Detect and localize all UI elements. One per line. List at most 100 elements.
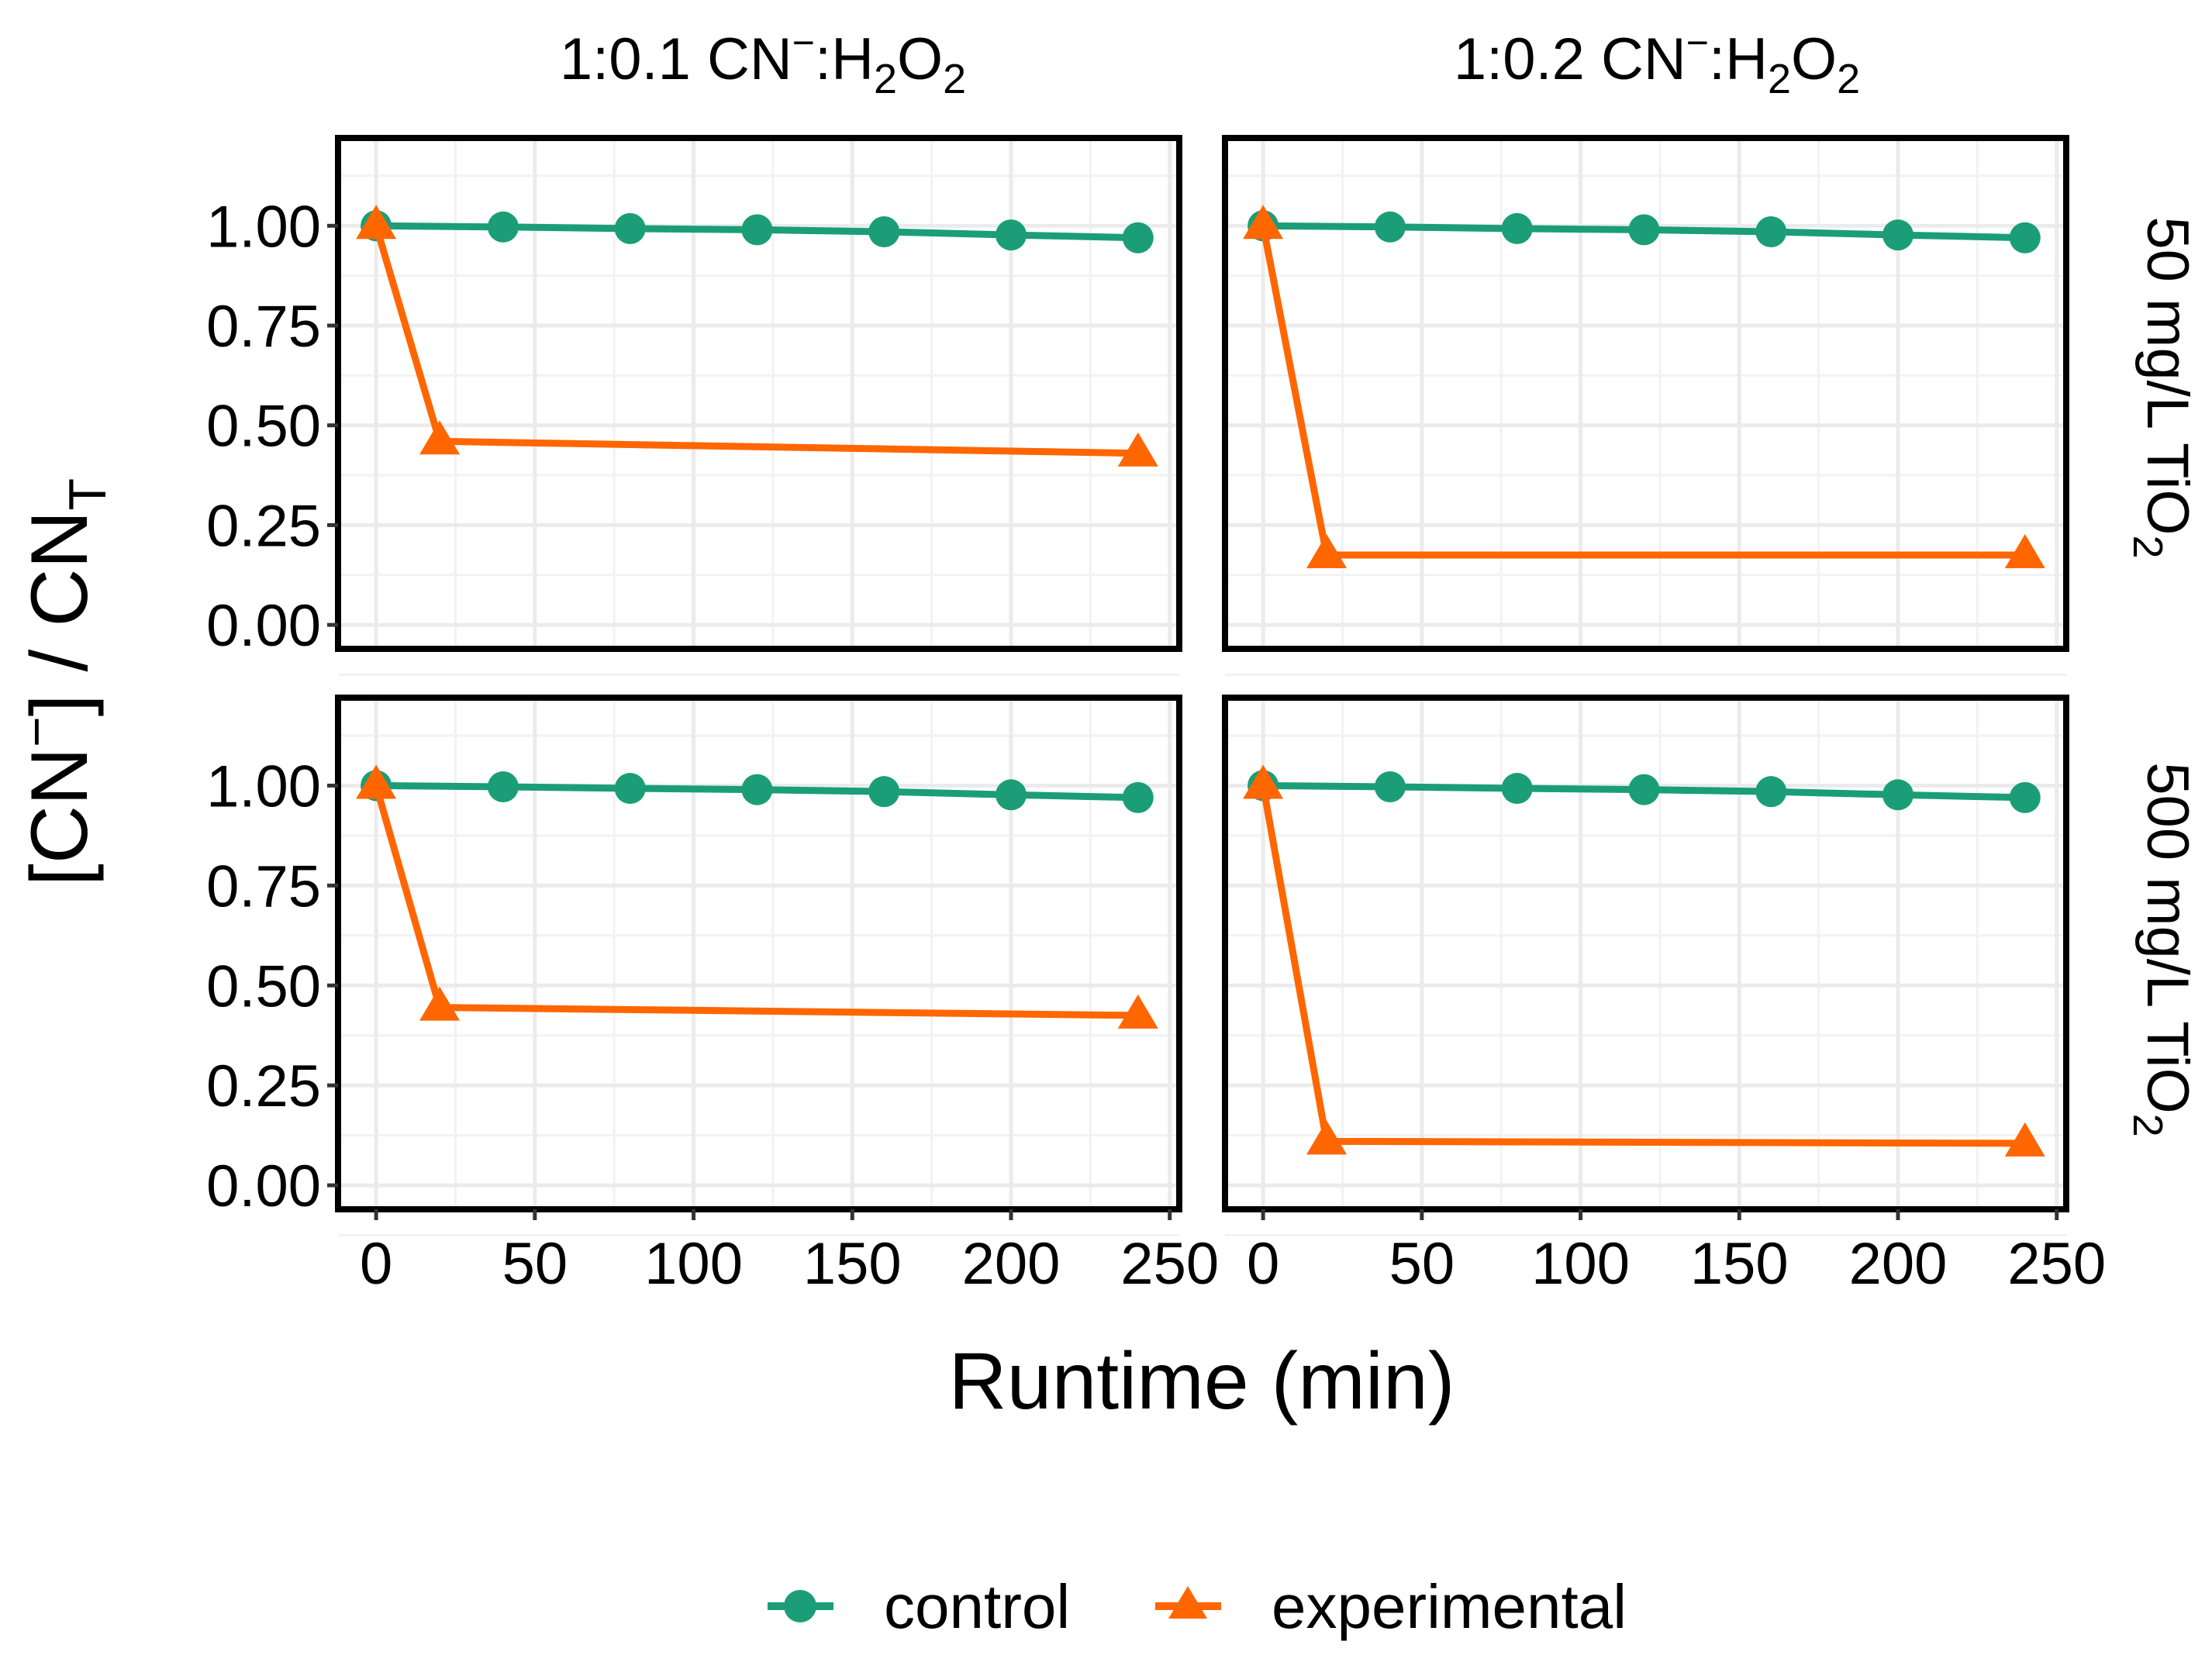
facet-row-label-2: 500 mg/L TiO2 [2124,762,2200,1136]
x-tick-label-r2c2: 0 [1247,1231,1279,1297]
x-tick-label-r2c1: 150 [803,1231,902,1297]
x-tick-label-r2c1: 200 [962,1231,1061,1297]
panel-border-r2c1 [335,695,1182,1212]
control-point-r2c2 [1628,774,1660,805]
control-point-r1c2 [1755,216,1787,247]
facet-row1-sub: 2 [2124,536,2171,559]
legend: control experimental [768,1572,1627,1641]
control-point-r1c2 [1501,212,1533,244]
y-tick-label-r1c1: 0.50 [206,394,321,460]
y-tick-label-r2c1: 1.00 [206,753,321,819]
x-tick-label-r2c2: 250 [2007,1231,2106,1297]
facet-row1-text: 50 mg/L TiO [2134,216,2200,535]
facet-row-label-1: 50 mg/L TiO2 [2124,216,2200,558]
y-tick-label-r1c1: 0.25 [206,493,321,559]
legend-item-control: control [768,1572,1070,1641]
experimental-point-r1c1 [356,205,397,240]
panel-r1c1: 0.00 0.25 0.50 0.75 1.00 [206,135,1182,676]
facet-column-label-2: 1:0.2 CN−:H2O2 [1454,21,1860,102]
y-tick-label-r2c1: 0.75 [206,853,321,919]
legend-control-marker [784,1590,816,1622]
control-point-r2c2 [1755,776,1787,808]
control-point-r1c1 [487,211,519,243]
control-point-r2c1 [741,774,773,805]
panel-r1c2 [1222,135,2069,676]
control-point-r1c1 [614,212,646,244]
y-axis-title: [CN−] / CNT [7,478,117,886]
control-point-r1c1 [1122,222,1154,253]
control-point-r2c2 [1501,773,1533,805]
x-tick-label-r2c2: 150 [1690,1231,1789,1297]
facet-col2-sub1: 2 [1768,56,1791,102]
x-tick-label-r2c2: 200 [1849,1231,1948,1297]
control-point-r1c1 [996,219,1027,251]
legend-item-experimental: experimental [1155,1572,1627,1641]
y-tick-label-r2c1: 0.50 [206,953,321,1019]
legend-control-label: control [884,1572,1070,1641]
panel-r2c1: 0.00 0.25 0.50 0.75 1.00 0 50 100 150 200 250 [206,695,1219,1297]
control-point-r2c1 [614,773,646,805]
facet-row2-sub: 2 [2124,1114,2171,1137]
control-point-r2c2 [1374,771,1406,802]
y-tick-label-r2c1: 0.00 [206,1153,321,1219]
panel-border-r1c1 [335,135,1182,652]
control-point-r1c1 [868,216,900,247]
legend-experimental-marker [1168,1586,1207,1619]
experimental-point-r1c2 [2004,534,2045,569]
control-point-r2c1 [996,779,1027,811]
control-point-r1c2 [1882,219,1914,251]
facet-col2-prefix: 1:0.2 CN [1454,26,1686,92]
facet-col2-sub2: 2 [1837,56,1860,102]
y-tick-label-r2c1: 0.25 [206,1053,321,1119]
y-tick-label-r1c1: 0.75 [206,294,321,360]
experimental-point-r2c1 [419,986,461,1021]
facet-col1-sub1: 2 [874,56,897,102]
facet-row2-text: 500 mg/L TiO [2134,762,2200,1113]
panel-r2c2: 0 50 100 150 200 250 [1222,695,2106,1297]
control-point-r2c1 [487,771,519,802]
facet-col1-sup: − [792,21,815,64]
y-tick-label-r1c1: 1.00 [206,194,321,260]
experimental-point-r2c2 [1243,764,1284,799]
facet-col1-mid2: O [897,26,943,92]
panels-layer: 0.00 0.25 0.50 0.75 1.00 0.00 0.25 0.50 0.75 1.00… [206,135,2106,1297]
facet-col2-mid: :H [1709,26,1768,92]
x-tick-label-r2c1: 0 [360,1231,392,1297]
experimental-point-r1c2 [1306,534,1348,569]
facet-col2-mid2: O [1791,26,1837,92]
control-point-r1c2 [2009,222,2041,253]
facet-column-label-1: 1:0.1 CN−:H2O2 [560,21,966,102]
control-point-r1c2 [1628,214,1660,246]
x-tick-label-r2c1: 50 [502,1231,568,1297]
legend-experimental-label: experimental [1272,1572,1627,1641]
control-point-r1c1 [741,214,773,246]
experimental-point-r2c1 [356,764,397,799]
y-title-part1: [CN [15,747,105,886]
facet-col2-sup: − [1686,21,1709,64]
facet-col1-sub2: 2 [943,56,966,102]
x-tick-label-r2c2: 50 [1389,1231,1455,1297]
control-point-r2c2 [2009,781,2041,813]
x-tick-label-r2c1: 100 [644,1231,743,1297]
experimental-point-r1c1 [419,420,461,455]
y-title-sup: − [7,716,66,747]
experimental-point-r2c2 [2004,1122,2045,1157]
panel-border-r1c2 [1222,135,2069,652]
y-title-part2: ] / CN [15,510,105,716]
control-point-r1c2 [1374,211,1406,243]
experimental-point-r2c2 [1306,1120,1348,1155]
experimental-point-r1c1 [1117,432,1158,467]
x-tick-label-r2c1: 250 [1120,1231,1219,1297]
y-title-sub: T [58,478,117,511]
control-point-r2c2 [1882,779,1914,811]
facet-col1-mid: :H [815,26,874,92]
panel-border-r2c2 [1222,695,2069,1212]
control-point-r2c1 [868,776,900,808]
experimental-point-r1c2 [1243,205,1284,240]
facet-col1-prefix: 1:0.1 CN [560,26,792,92]
x-axis-title: Runtime (min) [949,1336,1455,1426]
y-tick-label-r1c1: 0.00 [206,593,321,659]
x-tick-label-r2c2: 100 [1531,1231,1630,1297]
experimental-point-r2c1 [1117,994,1158,1029]
